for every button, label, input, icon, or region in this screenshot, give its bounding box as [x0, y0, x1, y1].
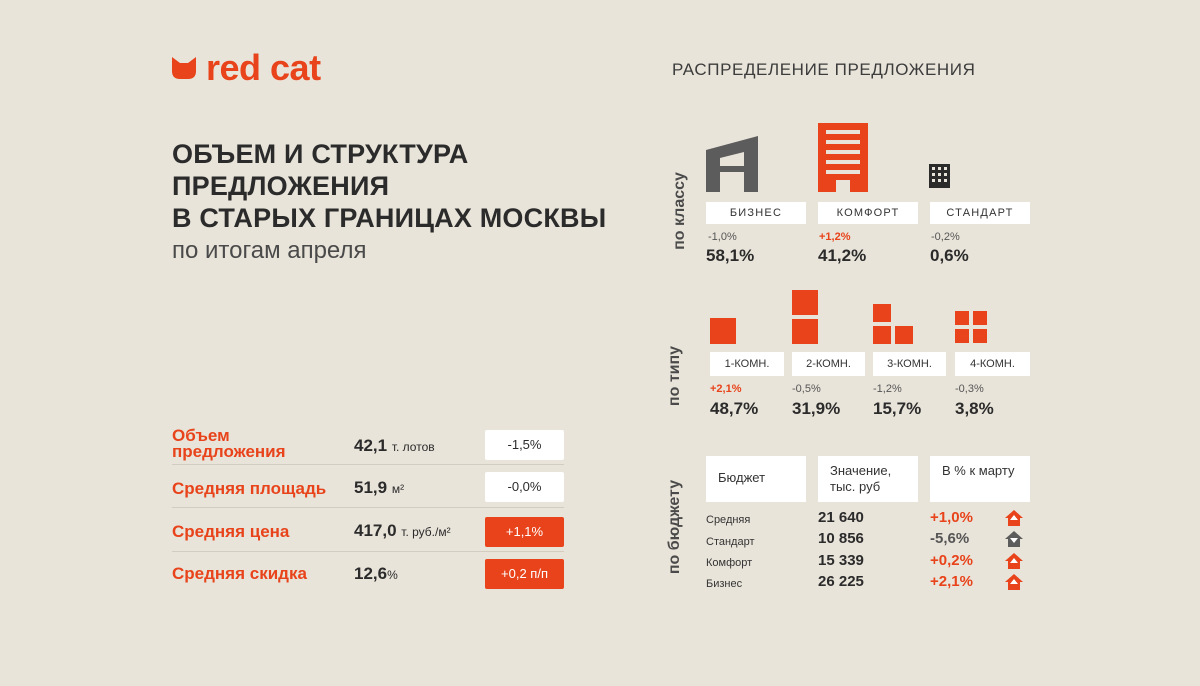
- metric-change-badge: +1,1%: [485, 517, 564, 547]
- budget-row-change: +2,1%: [930, 573, 973, 590]
- metric-divider: [172, 464, 564, 465]
- metric-change-badge: -1,5%: [485, 430, 564, 460]
- class-delta: -1,0%: [708, 231, 737, 243]
- class-delta: +1,2%: [819, 231, 851, 243]
- class-delta: -0,2%: [931, 231, 960, 243]
- class-tag-business: БИЗНЕС: [706, 202, 806, 224]
- metric-value: 12,6%: [354, 564, 398, 583]
- metric-label: Средняя площадь: [172, 479, 327, 498]
- budget-header-value: Значение, тыс. руб: [818, 456, 918, 502]
- standard-building-icon: [929, 164, 950, 188]
- budget-row-change: +0,2%: [930, 552, 973, 569]
- type-share: 31,9%: [792, 399, 841, 418]
- type-delta: -0,3%: [955, 383, 984, 395]
- type-tag-4room: 4-КОМН.: [955, 352, 1030, 376]
- two-room-icon: [792, 290, 818, 344]
- budget-header-change: В % к марту: [930, 456, 1030, 502]
- headline-line: ПРЕДЛОЖЕНИЯ: [172, 171, 390, 201]
- type-delta: -0,5%: [792, 383, 821, 395]
- house-up-icon: [1005, 510, 1023, 526]
- class-share: 0,6%: [930, 246, 969, 265]
- class-tag-comfort: КОМФОРТ: [818, 202, 918, 224]
- type-share: 15,7%: [873, 399, 922, 418]
- logo: red cat: [172, 50, 321, 86]
- type-tag-3room: 3-КОМН.: [873, 352, 946, 376]
- type-delta: -1,2%: [873, 383, 902, 395]
- budget-header-name: Бюджет: [706, 456, 806, 502]
- headline-subtitle: по итогам апреля: [172, 237, 367, 264]
- budget-row-value: 10 856: [818, 530, 864, 547]
- budget-row-value: 26 225: [818, 573, 864, 590]
- metric-label: Средняя скидка: [172, 564, 307, 583]
- headline-line: ОБЪЕМ И СТРУКТУРА: [172, 139, 469, 169]
- four-room-icon: [955, 311, 987, 343]
- house-up-icon: [1005, 553, 1023, 569]
- metric-label: Объем предложения: [172, 426, 286, 461]
- budget-row-name: Комфорт: [706, 557, 753, 569]
- one-room-icon: [710, 318, 736, 344]
- headline: ОБЪЕМ И СТРУКТУРА ПРЕДЛОЖЕНИЯ В СТАРЫХ Г…: [172, 138, 642, 268]
- type-tag-1room: 1-КОМН.: [710, 352, 784, 376]
- class-tag-standard: СТАНДАРТ: [930, 202, 1030, 224]
- metric-change-badge: -0,0%: [485, 472, 564, 502]
- headline-line: В СТАРЫХ ГРАНИЦАХ МОСКВЫ: [172, 203, 607, 233]
- distribution-title: РАСПРЕДЕЛЕНИЕ ПРЕДЛОЖЕНИЯ: [672, 60, 976, 79]
- brand-name: red cat: [206, 47, 321, 88]
- three-room-icon: [873, 304, 913, 344]
- budget-row-name: Средняя: [706, 514, 751, 526]
- budget-row-value: 21 640: [818, 509, 864, 526]
- metric-value: 51,9 м²: [354, 478, 405, 497]
- metric-label: Средняя цена: [172, 522, 290, 541]
- metric-divider: [172, 507, 564, 508]
- class-share: 41,2%: [818, 246, 867, 265]
- type-delta: +2,1%: [710, 383, 742, 395]
- section-label-by-class: по классу: [671, 172, 688, 250]
- metric-divider: [172, 551, 564, 552]
- metric-row: Средняя площадь 51,9 м² -0,0%: [172, 470, 564, 508]
- section-label-by-type: по типу: [666, 345, 683, 407]
- budget-row-change: +1,0%: [930, 509, 973, 526]
- metric-row: Средняя цена 417,0 т. руб./м² +1,1%: [172, 513, 564, 551]
- budget-row-name: Бизнес: [706, 578, 743, 590]
- metric-value: 42,1 т. лотов: [354, 436, 435, 455]
- metric-row: Средняя скидка 12,6% +0,2 п/п: [172, 556, 564, 594]
- house-up-icon: [1005, 574, 1023, 590]
- metric-value: 417,0 т. руб./м²: [354, 521, 451, 540]
- comfort-building-icon: [818, 123, 868, 192]
- metric-row: Объем предложения 42,1 т. лотов -1,5%: [172, 426, 564, 466]
- house-down-icon: [1005, 531, 1023, 547]
- business-building-icon: [706, 136, 758, 192]
- type-share: 48,7%: [710, 399, 759, 418]
- budget-row-change: -5,6%: [930, 530, 970, 547]
- type-tag-2room: 2-КОМН.: [792, 352, 865, 376]
- type-share: 3,8%: [955, 399, 994, 418]
- section-label-by-budget: по бюджету: [666, 479, 683, 575]
- budget-row-name: Стандарт: [706, 536, 755, 548]
- cat-logo-icon: [172, 57, 196, 79]
- metric-change-badge: +0,2 п/п: [485, 559, 564, 589]
- class-share: 58,1%: [706, 246, 755, 265]
- budget-row-value: 15 339: [818, 552, 864, 569]
